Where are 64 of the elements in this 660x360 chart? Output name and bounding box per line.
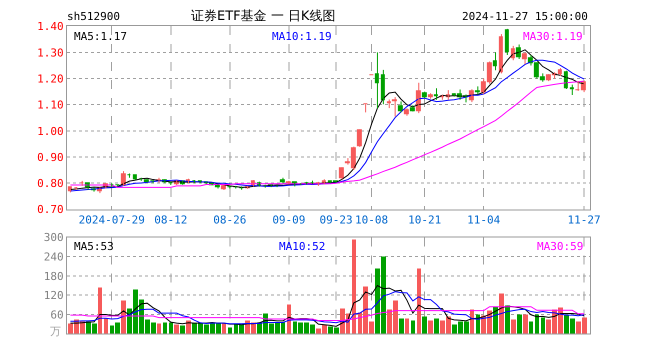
bar bbox=[156, 323, 161, 334]
x-tick-label: 08-12 bbox=[154, 214, 188, 227]
y-tick-label: 1.30 bbox=[37, 46, 64, 60]
y-tick-label: 1.20 bbox=[37, 72, 64, 86]
bar bbox=[168, 322, 173, 334]
bar bbox=[434, 318, 439, 334]
y-tick-label: 240 bbox=[44, 250, 64, 264]
x-tick-label: 2024-07-29 bbox=[78, 214, 145, 227]
line-series bbox=[70, 80, 585, 188]
bar bbox=[534, 314, 539, 334]
bar bbox=[120, 300, 126, 334]
bar bbox=[174, 324, 179, 334]
bar bbox=[222, 323, 226, 334]
y-tick-label: 0.90 bbox=[37, 150, 64, 164]
bar bbox=[428, 320, 433, 334]
bar bbox=[410, 320, 415, 334]
bar bbox=[422, 316, 427, 334]
bar bbox=[516, 314, 522, 334]
bar bbox=[504, 305, 510, 334]
x-tick-label: 08-26 bbox=[213, 214, 246, 227]
bar bbox=[98, 287, 102, 334]
bar bbox=[398, 318, 404, 334]
x-tick-label: 09-09 bbox=[272, 214, 306, 227]
y-tick-label: 1.00 bbox=[37, 124, 64, 138]
text: MA5:1.17 bbox=[74, 30, 127, 43]
line-series bbox=[70, 291, 585, 324]
x-tick-label: 10-08 bbox=[354, 214, 388, 227]
x-tick-label: 09-23 bbox=[320, 214, 353, 227]
text: MA10:1.19 bbox=[272, 30, 332, 43]
line-series bbox=[70, 285, 585, 327]
y-tick-label: 180 bbox=[44, 270, 64, 283]
bar bbox=[180, 325, 185, 334]
bar bbox=[162, 322, 167, 334]
text: 万 bbox=[50, 325, 61, 338]
bar bbox=[510, 319, 516, 334]
bar bbox=[416, 268, 421, 334]
y-tick-label: 1.10 bbox=[37, 98, 64, 112]
x-tick-label: 10-21 bbox=[408, 214, 442, 227]
text: MA5:53 bbox=[74, 240, 114, 253]
y-tick-label: 300 bbox=[44, 231, 64, 244]
bar bbox=[228, 327, 232, 334]
y-tick-label: 1.40 bbox=[37, 20, 64, 34]
bar bbox=[498, 293, 504, 334]
y-tick-label: 120 bbox=[44, 289, 64, 302]
y-tick-label: 60 bbox=[50, 308, 64, 322]
bar bbox=[352, 239, 356, 334]
bar bbox=[476, 314, 480, 334]
bar bbox=[104, 318, 108, 334]
bar bbox=[522, 314, 528, 334]
chart-title: 证券ETF基金 一 日K线图 bbox=[191, 9, 336, 24]
bar bbox=[528, 321, 533, 334]
line-series bbox=[70, 306, 585, 322]
text: MA30:59 bbox=[537, 240, 584, 253]
bar bbox=[540, 317, 545, 334]
text: MA10:52 bbox=[279, 240, 326, 253]
bar bbox=[186, 320, 191, 334]
text: sh512900 bbox=[67, 10, 120, 23]
text: 2024-11-27 15:00:00 bbox=[462, 10, 588, 23]
y-tick-label: 0.70 bbox=[37, 203, 64, 216]
x-tick-label: 11-04 bbox=[467, 214, 501, 227]
x-tick-label: 11-27 bbox=[568, 214, 601, 227]
text: MA30:1.19 bbox=[523, 30, 583, 43]
bar bbox=[404, 318, 409, 334]
y-tick-label: 0.80 bbox=[37, 177, 64, 190]
